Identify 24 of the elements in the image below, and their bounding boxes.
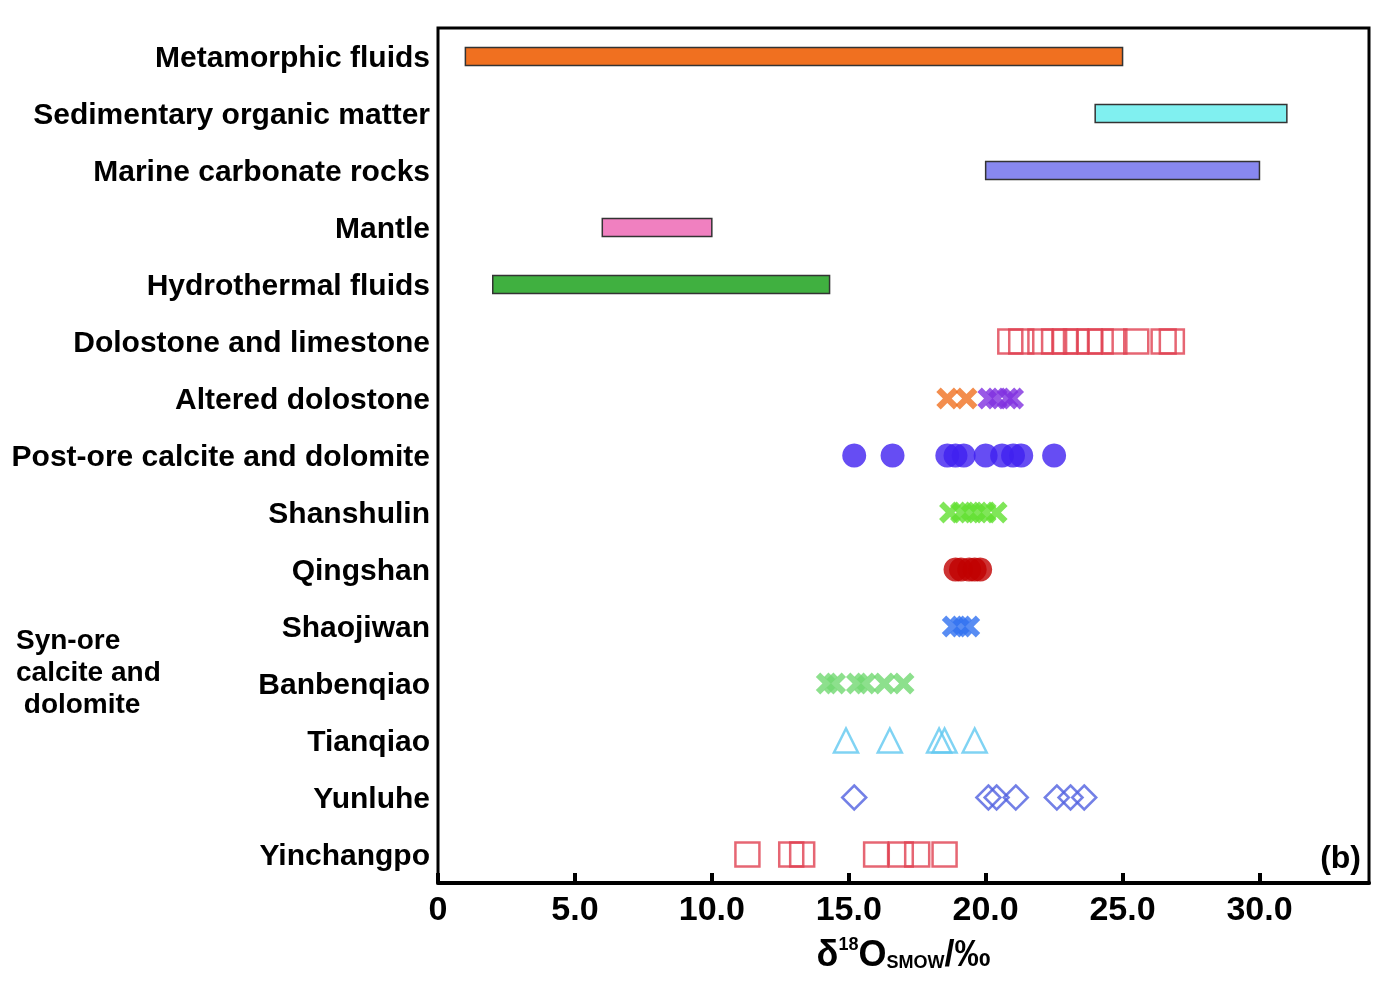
x-tick-label: 20.0 (952, 889, 1019, 927)
y-tick-label: Sedimentary organic matter (33, 97, 431, 130)
y-tick-label: Mantle (334, 211, 430, 244)
y-tick-label: Metamorphic fluids (154, 40, 430, 73)
x-tick-label: 30.0 (1226, 889, 1293, 927)
x-tick-label: 15.0 (815, 889, 882, 927)
y-tick-label: Qingshan (291, 553, 430, 586)
y-tick-label: Tianqiao (307, 724, 430, 757)
y-tick-label: Marine carbonate rocks (93, 154, 430, 187)
y-tick-label: Hydrothermal fluids (146, 268, 430, 301)
annotation: (b) (1320, 839, 1361, 875)
x-tick-label: 5.0 (551, 889, 599, 927)
y-tick-label: Shaojiwan (281, 610, 430, 643)
y-tick-label: Post-ore calcite and dolomite (11, 439, 430, 472)
text: Syn-ore calcite and dolomite (16, 624, 161, 719)
y-tick-label: Shanshulin (268, 496, 430, 529)
y-tick-label: Yinchangpo (259, 838, 430, 871)
x-tick-label: 0 (428, 889, 448, 927)
y-tick-label: Banbenqiao (258, 667, 430, 700)
y-tick-label: Yunluhe (313, 781, 430, 814)
y-tick-label: Dolostone and limestone (73, 325, 430, 358)
x-tick-label: 10.0 (678, 889, 745, 927)
y-tick-label: Altered dolostone (174, 382, 430, 415)
x-tick-label: 25.0 (1089, 889, 1156, 927)
